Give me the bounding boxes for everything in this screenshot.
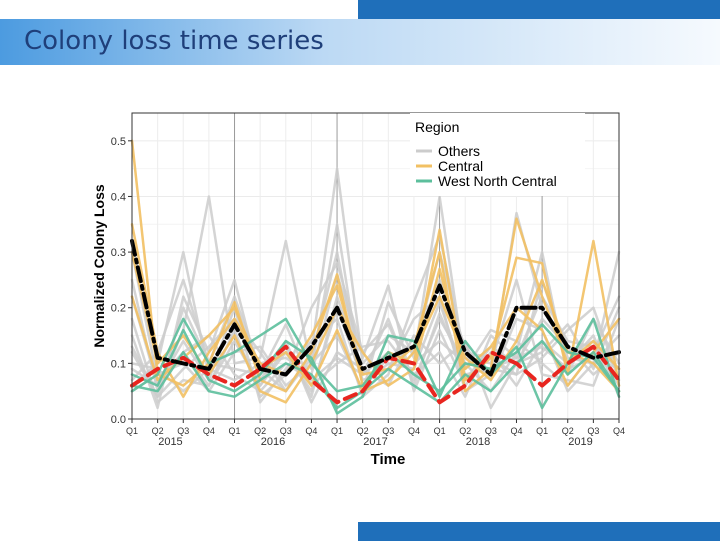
x-tick-label-year: 2016 [261, 436, 285, 448]
x-tick-label-year: 2019 [568, 436, 592, 448]
y-tick-label: 0.1 [111, 358, 126, 370]
legend-label-west-north-central: West North Central [438, 173, 557, 189]
legend-box [410, 113, 585, 196]
slide-title: Colony loss time series [24, 26, 324, 56]
x-tick-label-quarter: Q2 [152, 426, 164, 436]
x-tick-label-quarter: Q3 [587, 426, 599, 436]
x-tick-label-year: 2017 [363, 436, 387, 448]
x-axis: Q1 Q2 Q3 Q4 Q1 Q2 Q3 Q4 Q1 Q2 Q3 Q4 Q1 Q2 Q3 Q4 Q1 Q2 Q3 Q4… [126, 419, 625, 448]
legend-label-others: Others [438, 143, 480, 159]
top-accent-bar [358, 0, 720, 19]
x-tick-label-quarter: Q1 [229, 426, 241, 436]
west-north-central-series-line [130, 339, 621, 410]
y-axis: 0.0 0.1 0.2 0.3 0.4 0.5 [111, 136, 132, 426]
x-tick-label-year: 2018 [466, 436, 490, 448]
bottom-accent-bar [358, 522, 720, 541]
legend-label-central: Central [438, 158, 483, 174]
west-north-central-series-line [130, 317, 621, 415]
x-tick-label-quarter: Q3 [382, 426, 394, 436]
x-tick-label-quarter: Q1 [126, 426, 138, 436]
y-axis-label: Normalized Colony Loss [91, 184, 107, 348]
y-tick-label: 0.4 [111, 191, 126, 203]
x-tick-label-quarter: Q4 [203, 426, 215, 436]
central-series-line [130, 278, 621, 393]
x-tick-label-quarter: Q2 [459, 426, 471, 436]
plot-frame [131, 112, 620, 420]
y-tick-label: 0.5 [111, 136, 126, 148]
red-dashed-series-line [130, 344, 621, 405]
x-tick-label-quarter: Q1 [434, 426, 446, 436]
x-tick-label-quarter: Q4 [408, 426, 420, 436]
x-tick-label-quarter: Q4 [305, 426, 317, 436]
title-bar [0, 19, 720, 65]
x-tick-label-quarter: Q2 [357, 426, 369, 436]
y-tick-label: 0.0 [111, 414, 126, 426]
x-axis-label: Time [371, 451, 406, 468]
x-tick-label-quarter: Q3 [177, 426, 189, 436]
y-tick-label: 0.3 [111, 247, 126, 259]
x-tick-label-year: 2015 [158, 436, 182, 448]
x-tick-label-quarter: Q4 [510, 426, 522, 436]
x-tick-label-quarter: Q4 [613, 426, 625, 436]
grid-layer [131, 113, 620, 420]
legend: Region Others Central West North Central [410, 113, 585, 196]
x-tick-label-quarter: Q3 [280, 426, 292, 436]
legend-title: Region [415, 119, 459, 135]
x-tick-label-quarter: Q3 [485, 426, 497, 436]
x-tick-label-quarter: Q1 [331, 426, 343, 436]
x-tick-label-quarter: Q1 [536, 426, 548, 436]
x-tick-label-quarter: Q2 [254, 426, 266, 436]
x-tick-label-quarter: Q2 [562, 426, 574, 436]
y-tick-label: 0.2 [111, 303, 126, 315]
highlight-series-layer [130, 239, 621, 405]
black-dashdot-series-line [130, 239, 621, 377]
